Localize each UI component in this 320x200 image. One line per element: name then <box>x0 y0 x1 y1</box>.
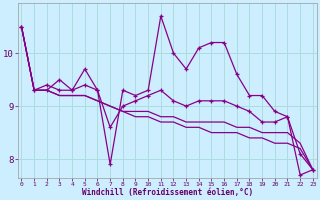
X-axis label: Windchill (Refroidissement éolien,°C): Windchill (Refroidissement éolien,°C) <box>82 188 253 197</box>
